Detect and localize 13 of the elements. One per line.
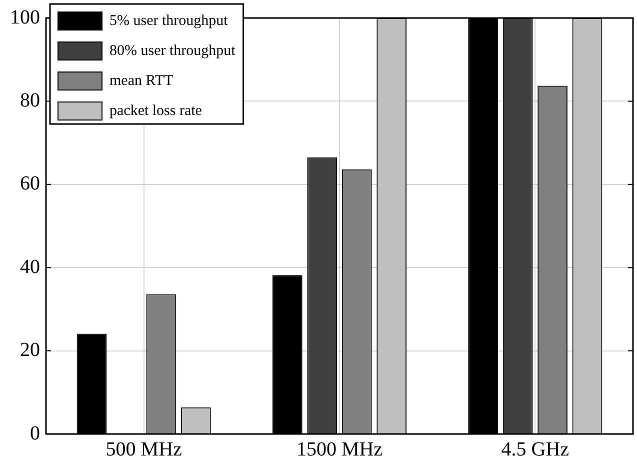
legend-label: 80% user throughput	[110, 42, 236, 59]
y-tick-label: 0	[30, 422, 40, 444]
y-tick-label: 80	[20, 89, 40, 112]
legend-label: packet loss rate	[110, 102, 202, 119]
y-tick-label: 60	[20, 172, 40, 195]
y-tick-label: 100	[10, 6, 40, 28]
y-tick-label: 40	[20, 256, 40, 278]
legend-label: mean RTT	[110, 72, 174, 89]
y-tick-label: 20	[20, 339, 40, 362]
x-tick-label: 500 MHz	[106, 438, 182, 460]
x-tick-label: 4.5 GHz	[501, 438, 570, 460]
legend-label: 5% user throughput	[110, 12, 229, 29]
x-tick-label: 1500 MHz	[296, 438, 383, 460]
